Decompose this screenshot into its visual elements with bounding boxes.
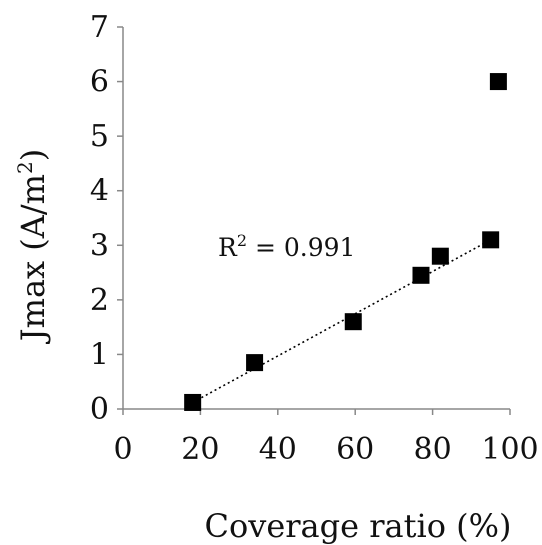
x-axis-title: Coverage ratio (%) [204, 507, 511, 545]
data-point-marker [184, 393, 202, 411]
data-point-marker [344, 313, 362, 331]
y-tick-label: 4 [90, 174, 109, 209]
data-point-marker [412, 266, 430, 284]
x-tick-label: 0 [113, 432, 132, 467]
r-squared-annotation: R2 = 0.991 [218, 231, 355, 262]
data-point-marker [482, 231, 500, 249]
axes [122, 27, 510, 410]
y-tick-label: 1 [90, 337, 109, 372]
y-tick-label: 0 [90, 392, 109, 427]
y-tick-label: 3 [90, 228, 109, 263]
y-tick-label: 6 [90, 65, 109, 100]
y-ticks: 0 1 2 3 4 5 6 7 [90, 10, 123, 427]
y-tick-label: 5 [90, 119, 109, 154]
y-axis-title: Jmax (A/m2) [13, 149, 52, 344]
x-tick-label: 60 [336, 432, 374, 467]
x-tick-label: 20 [181, 432, 219, 467]
y-tick-label: 2 [90, 283, 109, 318]
data-points [184, 73, 507, 411]
x-tick-label: 40 [259, 432, 297, 467]
data-point-marker [246, 354, 264, 372]
x-tick-label: 100 [481, 432, 538, 467]
y-tick-label: 7 [90, 10, 109, 45]
trendline [192, 239, 492, 404]
data-point-marker [489, 73, 507, 91]
x-ticks: 0 20 40 60 80 100 [113, 409, 539, 467]
data-point-marker [431, 247, 449, 265]
x-tick-label: 80 [414, 432, 452, 467]
